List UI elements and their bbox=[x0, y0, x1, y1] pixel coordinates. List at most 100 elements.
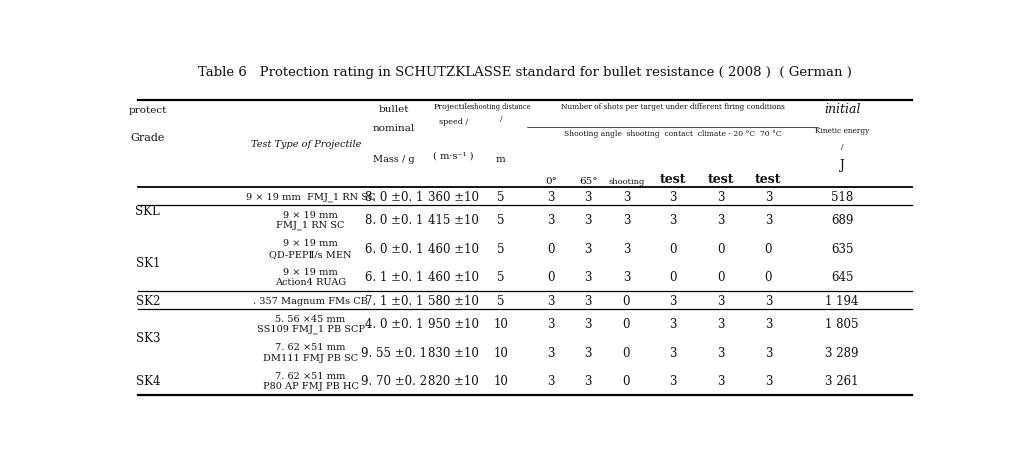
Text: 0: 0 bbox=[547, 242, 555, 255]
Text: 3: 3 bbox=[717, 190, 725, 203]
Text: 5: 5 bbox=[498, 242, 505, 255]
Text: 3: 3 bbox=[547, 374, 555, 387]
Text: 580 ±10: 580 ±10 bbox=[428, 294, 479, 307]
Text: 0: 0 bbox=[717, 271, 725, 284]
Text: 3: 3 bbox=[585, 190, 592, 203]
Text: 3: 3 bbox=[717, 346, 725, 359]
Text: 3: 3 bbox=[623, 242, 630, 255]
Text: 3: 3 bbox=[585, 317, 592, 330]
Text: initial: initial bbox=[824, 103, 860, 116]
Text: SK3: SK3 bbox=[135, 331, 160, 345]
Text: nominal: nominal bbox=[373, 124, 415, 133]
Text: 10: 10 bbox=[494, 374, 509, 387]
Text: 0: 0 bbox=[717, 242, 725, 255]
Text: QD-PEPⅡ/s MEN: QD-PEPⅡ/s MEN bbox=[269, 249, 352, 258]
Text: 3: 3 bbox=[623, 271, 630, 284]
Text: SS109 FMJ‗1 PB SCP: SS109 FMJ‗1 PB SCP bbox=[257, 324, 365, 334]
Text: 6. 1 ±0. 1: 6. 1 ±0. 1 bbox=[365, 271, 423, 284]
Text: Grade: Grade bbox=[131, 132, 165, 142]
Text: 3: 3 bbox=[765, 374, 772, 387]
Text: 9 × 19 mm: 9 × 19 mm bbox=[284, 239, 338, 248]
Text: 0: 0 bbox=[623, 374, 630, 387]
Text: 3: 3 bbox=[765, 294, 772, 307]
Text: 0°: 0° bbox=[545, 177, 557, 186]
Text: bullet: bullet bbox=[379, 105, 410, 114]
Text: shooting distance: shooting distance bbox=[471, 103, 530, 110]
Text: test: test bbox=[708, 173, 734, 186]
Text: 460 ±10: 460 ±10 bbox=[428, 242, 479, 255]
Text: 0: 0 bbox=[623, 294, 630, 307]
Text: FMJ‗1 RN SC: FMJ‗1 RN SC bbox=[276, 220, 345, 230]
Text: 9. 55 ±0. 1: 9. 55 ±0. 1 bbox=[360, 346, 427, 359]
Text: 8. 0 ±0. 1: 8. 0 ±0. 1 bbox=[365, 213, 423, 226]
Text: Number of shots per target under different firing conditions: Number of shots per target under differe… bbox=[561, 103, 784, 110]
Text: 3: 3 bbox=[585, 213, 592, 226]
Text: 0: 0 bbox=[670, 271, 677, 284]
Text: /: / bbox=[500, 115, 503, 123]
Text: 3 261: 3 261 bbox=[825, 374, 859, 387]
Text: Projectile: Projectile bbox=[434, 103, 473, 110]
Text: 6. 0 ±0. 1: 6. 0 ±0. 1 bbox=[365, 242, 423, 255]
Text: 3: 3 bbox=[670, 374, 677, 387]
Text: Action4 RUAG: Action4 RUAG bbox=[275, 278, 346, 287]
Text: DM111 FMJ PB SC: DM111 FMJ PB SC bbox=[263, 353, 358, 362]
Text: 3: 3 bbox=[765, 317, 772, 330]
Text: 830 ±10: 830 ±10 bbox=[428, 346, 479, 359]
Text: 3: 3 bbox=[623, 213, 630, 226]
Text: Shooting angle  shooting  contact  climate - 20 °C  70 °C: Shooting angle shooting contact climate … bbox=[564, 130, 781, 138]
Text: 5: 5 bbox=[498, 271, 505, 284]
Text: 415 ±10: 415 ±10 bbox=[428, 213, 479, 226]
Text: 10: 10 bbox=[494, 346, 509, 359]
Text: Test Type of Projectile: Test Type of Projectile bbox=[251, 140, 361, 149]
Text: 3: 3 bbox=[717, 317, 725, 330]
Text: 3: 3 bbox=[547, 317, 555, 330]
Text: 5: 5 bbox=[498, 213, 505, 226]
Text: SK4: SK4 bbox=[135, 374, 160, 387]
Text: 3: 3 bbox=[585, 374, 592, 387]
Text: 3: 3 bbox=[717, 374, 725, 387]
Text: 5: 5 bbox=[498, 294, 505, 307]
Text: /: / bbox=[841, 143, 844, 151]
Text: 0: 0 bbox=[765, 242, 772, 255]
Text: J: J bbox=[840, 158, 845, 171]
Text: 3: 3 bbox=[670, 294, 677, 307]
Text: 0: 0 bbox=[623, 346, 630, 359]
Text: 3: 3 bbox=[585, 242, 592, 255]
Text: 460 ±10: 460 ±10 bbox=[428, 271, 479, 284]
Text: protect: protect bbox=[129, 106, 167, 115]
Text: P80 AP FMJ PB HC: P80 AP FMJ PB HC bbox=[262, 382, 358, 391]
Text: 689: 689 bbox=[831, 213, 853, 226]
Text: 3: 3 bbox=[765, 213, 772, 226]
Text: 3: 3 bbox=[547, 190, 555, 203]
Text: 3: 3 bbox=[670, 317, 677, 330]
Text: 3: 3 bbox=[765, 190, 772, 203]
Text: 9. 70 ±0. 2: 9. 70 ±0. 2 bbox=[360, 374, 427, 387]
Text: SKL: SKL bbox=[135, 205, 160, 217]
Text: 360 ±10: 360 ±10 bbox=[428, 190, 479, 203]
Text: 9 × 19 mm: 9 × 19 mm bbox=[284, 267, 338, 276]
Text: speed /: speed / bbox=[439, 118, 468, 126]
Text: 3: 3 bbox=[585, 346, 592, 359]
Text: 645: 645 bbox=[831, 271, 853, 284]
Text: 3: 3 bbox=[717, 213, 725, 226]
Text: 3: 3 bbox=[765, 346, 772, 359]
Text: 3: 3 bbox=[547, 213, 555, 226]
Text: 3: 3 bbox=[547, 294, 555, 307]
Text: 3: 3 bbox=[585, 271, 592, 284]
Text: 3: 3 bbox=[670, 213, 677, 226]
Text: 820 ±10: 820 ±10 bbox=[428, 374, 479, 387]
Text: 3: 3 bbox=[547, 346, 555, 359]
Text: test: test bbox=[755, 173, 781, 186]
Text: 0: 0 bbox=[670, 242, 677, 255]
Text: 0: 0 bbox=[765, 271, 772, 284]
Text: 5: 5 bbox=[498, 190, 505, 203]
Text: SK1: SK1 bbox=[135, 257, 160, 269]
Text: 1 194: 1 194 bbox=[825, 294, 859, 307]
Text: . 357 Magnum FMs CB: . 357 Magnum FMs CB bbox=[253, 296, 368, 305]
Text: test: test bbox=[659, 173, 686, 186]
Text: ( m·s⁻¹ ): ( m·s⁻¹ ) bbox=[433, 152, 474, 161]
Text: 3: 3 bbox=[585, 294, 592, 307]
Text: 9 × 19 mm  FMJ‗1 RN SC: 9 × 19 mm FMJ‗1 RN SC bbox=[246, 192, 375, 202]
Text: 4. 0 ±0. 1: 4. 0 ±0. 1 bbox=[365, 317, 423, 330]
Text: 635: 635 bbox=[831, 242, 853, 255]
